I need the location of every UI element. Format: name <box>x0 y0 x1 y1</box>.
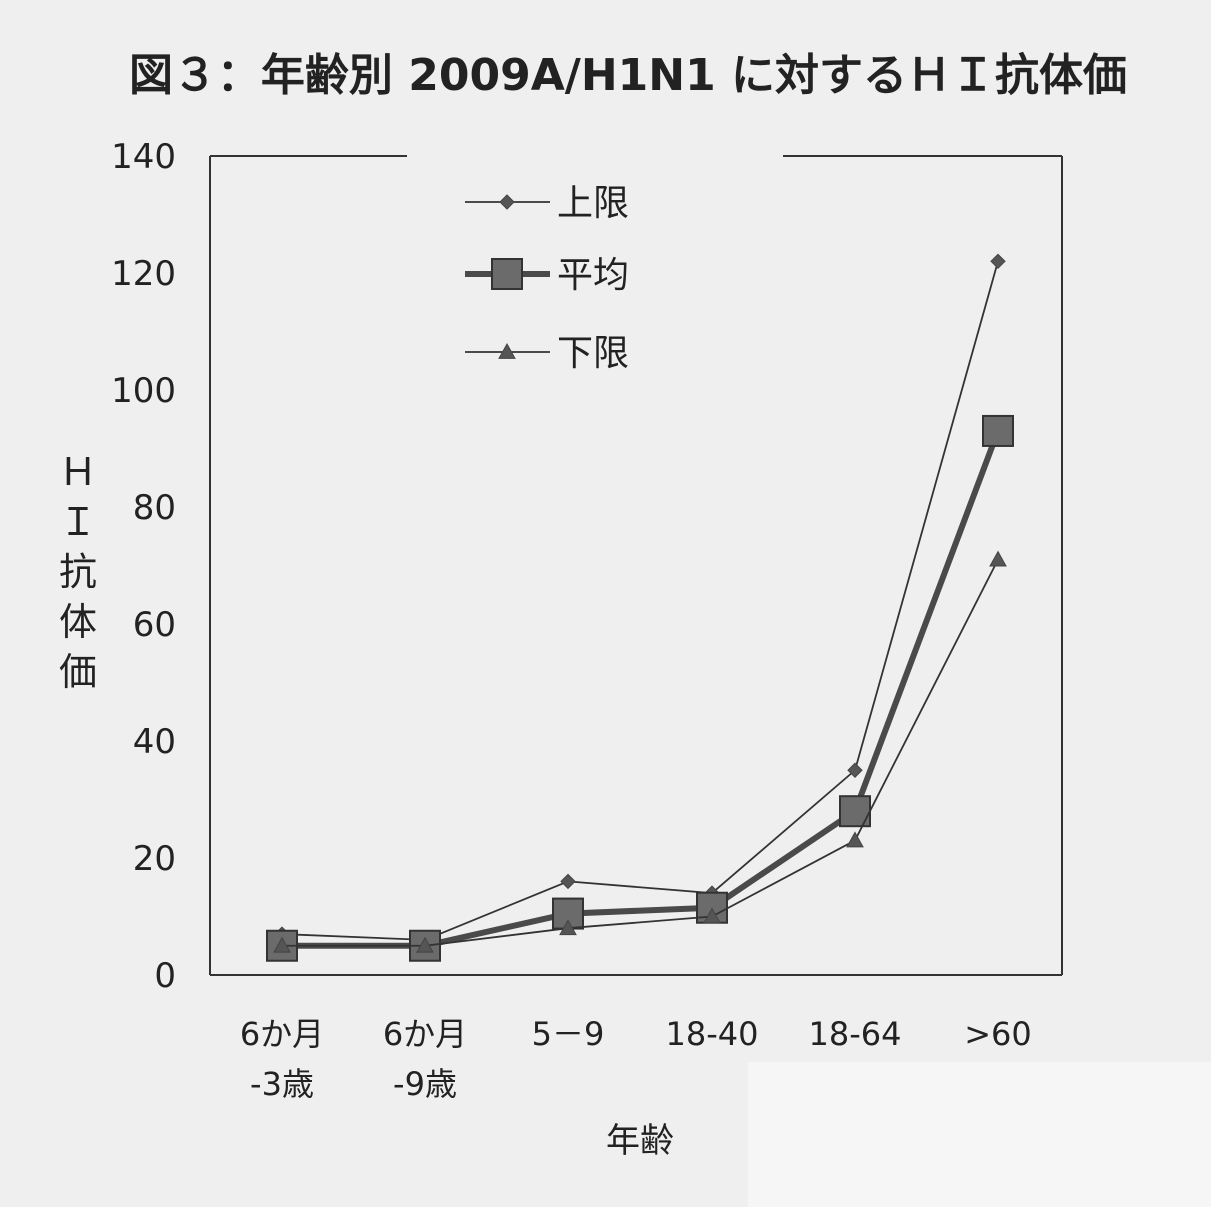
y-tick-label: 120 <box>111 254 176 294</box>
data-point <box>989 550 1007 567</box>
x-tick-label-line: -3歳 <box>250 1065 314 1103</box>
data-point <box>990 253 1006 270</box>
series-square <box>266 414 1014 962</box>
x-tick-label: 18-40 <box>666 1015 759 1053</box>
y-axis-label-char: 価 <box>59 650 97 694</box>
y-axis-label-char: 体 <box>59 600 97 644</box>
y-tick-label: 100 <box>111 371 176 411</box>
series-line <box>282 559 999 947</box>
x-tick-label-line: 6か月 <box>383 1015 467 1053</box>
series-line <box>281 261 999 941</box>
x-tick-label: 6か月-3歳 <box>240 1015 324 1103</box>
series-layer <box>266 253 1014 962</box>
chart-title: 図３：年齢別 2009A/H1N1 に対するＨＩ抗体価 <box>129 50 1127 101</box>
legend-label: 平均 <box>557 255 629 296</box>
data-point <box>560 873 576 890</box>
x-tick-label-line: 5－9 <box>532 1015 605 1053</box>
x-tick-label-line: 18-40 <box>666 1015 759 1053</box>
legend-marker <box>499 194 515 210</box>
series-diamond <box>274 253 1006 948</box>
x-tick-label-line: 6か月 <box>240 1015 324 1053</box>
legend-item: 上限 <box>465 183 629 224</box>
data-point <box>846 831 864 848</box>
data-point <box>703 907 721 924</box>
x-tick-label-line: -9歳 <box>393 1065 457 1103</box>
y-tick-label: 0 <box>154 956 176 996</box>
y-tick-label: 60 <box>133 605 176 645</box>
x-tick-label-line: >60 <box>964 1015 1032 1053</box>
x-axis-label: 年齢 <box>606 1121 674 1161</box>
series-triangle <box>273 550 1007 953</box>
y-axis-label-char: Ｈ <box>59 450 97 494</box>
x-tick-label-line: 18-64 <box>809 1015 902 1053</box>
data-point <box>847 762 863 778</box>
x-tick-label: 6か月-9歳 <box>383 1015 467 1103</box>
series-line <box>282 429 1001 949</box>
legend-label: 上限 <box>557 183 629 224</box>
x-tick-label: 18-64 <box>809 1015 902 1053</box>
y-axis-label-char: 抗 <box>59 550 97 594</box>
y-tick-label: 80 <box>133 488 176 528</box>
paper-patch <box>748 1062 1211 1207</box>
x-tick-label: 5－9 <box>532 1015 605 1053</box>
y-tick-label: 20 <box>133 839 176 879</box>
data-point <box>416 936 434 953</box>
plot-frame <box>209 155 1063 976</box>
data-point <box>559 919 577 936</box>
y-tick-label: 140 <box>111 137 176 177</box>
y-axis-ticks: 0 20 40 60 80 100 120 140 <box>111 137 176 996</box>
data-point <box>982 414 1014 447</box>
legend-label: 下限 <box>557 333 629 374</box>
legend-item: 下限 <box>465 333 629 374</box>
data-point <box>273 936 291 953</box>
legend-item: 平均 <box>465 255 629 296</box>
y-axis-label: ＨＩ抗体価 <box>59 450 97 694</box>
y-tick-label: 40 <box>133 722 176 762</box>
legend-marker <box>498 342 516 359</box>
x-tick-label: >60 <box>964 1015 1032 1053</box>
y-axis-label-char: Ｉ <box>59 500 97 544</box>
legend-marker <box>491 258 523 290</box>
